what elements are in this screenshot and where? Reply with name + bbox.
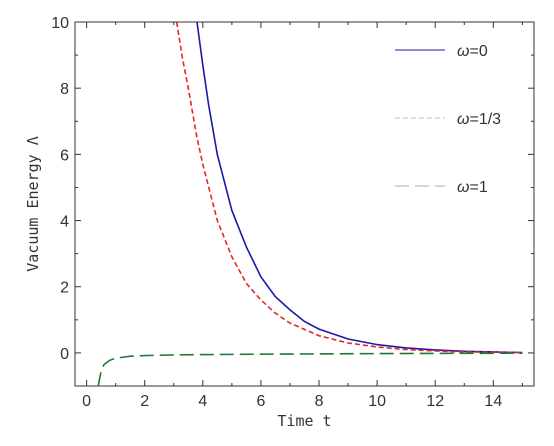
x-tick-label: 10 [368,393,386,410]
x-tick-label: 4 [198,393,207,410]
x-tick-label: 2 [140,393,149,410]
legend: ω=0 ω=1/3 ω=1 [395,43,501,196]
ticks-layer: 0 2 4 6 8 10 12 14 0 2 4 6 8 10 [51,15,534,410]
x-tick-label: 8 [315,393,324,410]
series-line-0 [196,22,523,354]
series-line-2 [97,352,523,386]
x-tick-label: 12 [426,393,444,410]
plot-frame [74,21,535,387]
y-tick-label: 10 [51,15,69,32]
y-tick-label: 6 [60,147,69,164]
legend-label-1: ω=1/3 [457,111,501,128]
legend-label-0: ω=0 [457,43,488,60]
x-tick-label: 14 [484,393,502,410]
x-tick-label: 6 [256,393,265,410]
plot-border [74,21,535,387]
series-layer [97,22,523,386]
y-tick-label: 4 [60,214,69,231]
x-tick-label: 0 [82,393,91,410]
x-axis-label: Time t [277,412,331,430]
y-axis-label: Vacuum Energy Λ [24,136,42,271]
y-tick-label: 8 [60,81,69,98]
y-tick-label: 2 [60,280,69,297]
series-line-1 [175,22,523,354]
legend-label-2: ω=1 [457,179,488,196]
y-tick-label: 0 [60,346,69,363]
